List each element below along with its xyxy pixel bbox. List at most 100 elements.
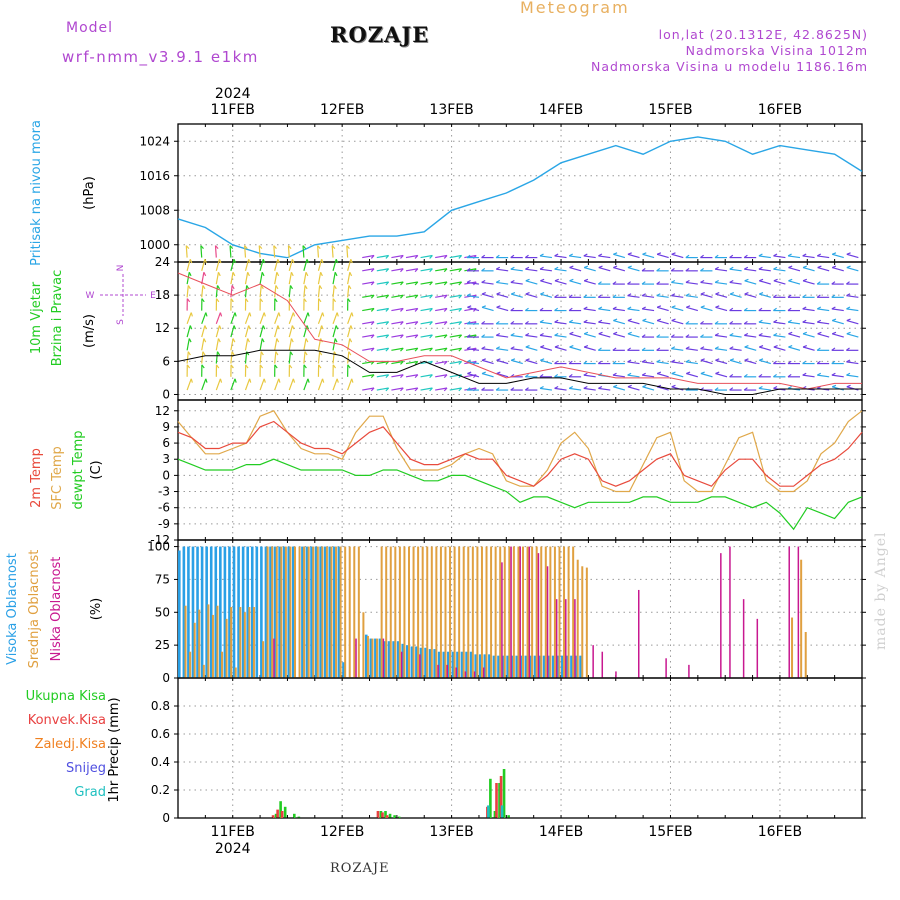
wind-barb-head bbox=[641, 267, 646, 272]
cloud-bar-high bbox=[456, 651, 459, 678]
cloud-bar-high bbox=[515, 655, 519, 678]
wind-barb-head bbox=[554, 332, 559, 336]
wind-barb bbox=[758, 321, 771, 325]
cloud-bar-mid bbox=[303, 546, 306, 678]
wind-barb bbox=[259, 351, 262, 364]
precip-legend-item: Zaledj.Kisa bbox=[35, 737, 106, 752]
wind-barb bbox=[362, 334, 375, 338]
wind-barb bbox=[259, 285, 262, 298]
wind-barb-head bbox=[510, 332, 515, 336]
wind-barb-head bbox=[569, 278, 574, 282]
temp-unit: (C) bbox=[89, 460, 104, 479]
wind-barb-head bbox=[510, 346, 515, 350]
wind-barb-head bbox=[232, 272, 236, 277]
cloud-bar-mid bbox=[243, 612, 246, 678]
wind-barb-head bbox=[700, 358, 705, 361]
wind-barb-head bbox=[539, 385, 544, 389]
wind-barb-head bbox=[597, 281, 602, 285]
wind-barb bbox=[215, 312, 221, 325]
wind-barb-head bbox=[400, 347, 404, 352]
wind-barb bbox=[376, 294, 389, 298]
cloud-bar-mid bbox=[490, 546, 493, 678]
wind-barb bbox=[773, 280, 786, 285]
wind-barb bbox=[598, 255, 611, 259]
wind-barb bbox=[259, 272, 263, 285]
cloud-bar-high bbox=[214, 546, 218, 678]
cloud-bar-low bbox=[273, 638, 275, 678]
wind-barb bbox=[214, 245, 217, 258]
precip-bar bbox=[271, 815, 275, 818]
wind-barb-head bbox=[414, 294, 419, 299]
wind-barb bbox=[715, 306, 728, 312]
wind-barb bbox=[671, 319, 684, 325]
wind-barb-head bbox=[350, 325, 353, 330]
cloud-bar-mid bbox=[517, 546, 520, 678]
wind-barb-head bbox=[554, 266, 559, 270]
cloud-bar-high bbox=[469, 651, 473, 678]
wind-barb bbox=[362, 254, 375, 259]
wind-barb-head bbox=[758, 253, 763, 257]
cloud-bar-high bbox=[237, 546, 240, 678]
wind-barb bbox=[569, 333, 582, 338]
cloud-bar-mid bbox=[499, 546, 502, 678]
wind-barb-head bbox=[187, 285, 191, 290]
wind-barb bbox=[817, 255, 830, 259]
cloud-bar-high bbox=[260, 546, 263, 678]
wind-barb-head bbox=[525, 278, 530, 282]
wind-barb-head bbox=[249, 312, 252, 317]
cloud-bar-high bbox=[488, 654, 491, 678]
wind-barb-head bbox=[495, 387, 500, 391]
cloud-bar-mid bbox=[503, 546, 506, 678]
wind-barb bbox=[435, 374, 448, 378]
precip-bar bbox=[381, 812, 384, 818]
wind-barb bbox=[376, 321, 389, 325]
wind-barb bbox=[317, 312, 324, 325]
wind-barb bbox=[554, 387, 567, 391]
wind-barb-head bbox=[802, 331, 807, 335]
wind-barb bbox=[405, 294, 418, 298]
wind-barb bbox=[481, 306, 494, 312]
cloud-bar-mid bbox=[234, 667, 237, 678]
wind-barb-head bbox=[288, 364, 293, 369]
wind-barb bbox=[656, 386, 669, 391]
wind-barb-head bbox=[540, 292, 545, 295]
wind-barb bbox=[362, 374, 375, 378]
cloud-bar-high bbox=[483, 654, 487, 678]
day-label-top: 15FEB bbox=[648, 102, 692, 118]
wind-barb-head bbox=[260, 285, 264, 290]
cloud-bar-high bbox=[556, 655, 560, 678]
station-title: ROZAJE bbox=[330, 22, 430, 47]
footer-location: ROZAJE bbox=[330, 861, 390, 876]
wind-barb-head bbox=[332, 298, 337, 303]
wind-barb bbox=[627, 319, 640, 325]
wind-barb-head bbox=[186, 298, 191, 303]
cloud-bar-mid bbox=[325, 546, 328, 678]
cloud-bar-high bbox=[506, 655, 509, 678]
wind-barb bbox=[846, 361, 859, 365]
precip-bar bbox=[493, 811, 497, 818]
cloud-bar-high bbox=[292, 546, 295, 678]
cloud-bar-mid bbox=[426, 546, 429, 678]
wind-barbs bbox=[185, 245, 859, 392]
precip-bar bbox=[489, 778, 492, 818]
wind-barb-head bbox=[202, 351, 206, 356]
cloud-bar-mid bbox=[791, 617, 794, 678]
wind-barb bbox=[496, 348, 509, 351]
wind-barb-head bbox=[539, 319, 544, 323]
wind-barb-head bbox=[496, 292, 501, 295]
wind-barb-head bbox=[443, 255, 448, 259]
y-tick-label: 0 bbox=[162, 811, 170, 825]
wind-barb-head bbox=[414, 268, 419, 273]
wind-barb bbox=[540, 346, 553, 351]
cloud-bar-mid bbox=[252, 607, 255, 678]
wind-barb bbox=[758, 255, 771, 259]
cloud-bar-mid bbox=[567, 546, 570, 678]
wind-barb-head bbox=[331, 245, 336, 250]
wind-barb bbox=[539, 268, 553, 272]
precip-bar bbox=[280, 811, 284, 818]
wind-barb-head bbox=[429, 347, 433, 352]
wind-barb bbox=[569, 387, 582, 391]
wind-barb-head bbox=[598, 306, 603, 310]
wind-barb bbox=[391, 347, 404, 351]
pressure-unit: (hPa) bbox=[82, 176, 97, 210]
